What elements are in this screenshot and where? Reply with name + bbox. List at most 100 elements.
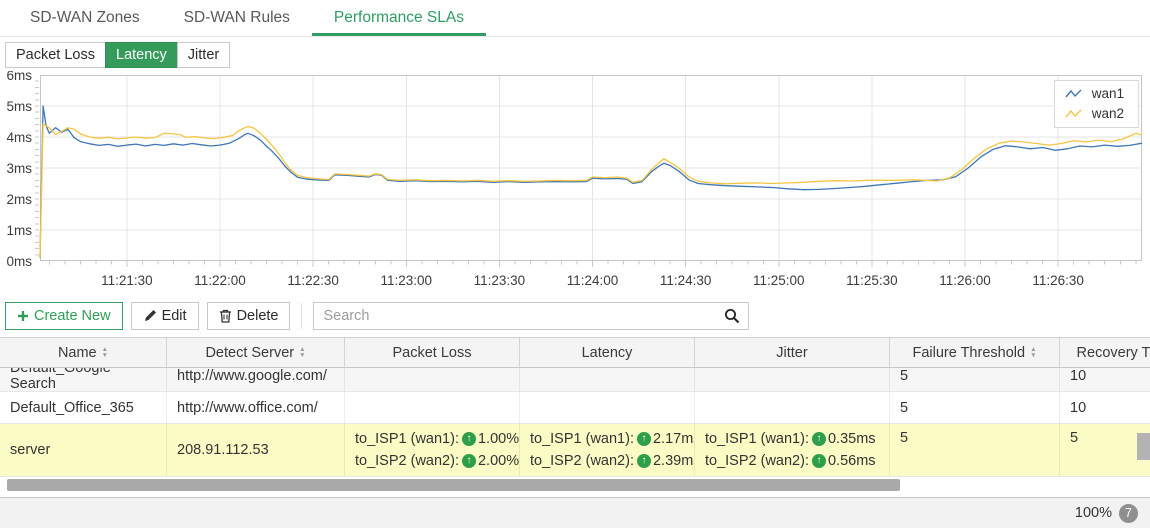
y-axis-label: 2ms xyxy=(6,192,32,207)
delete-label: Delete xyxy=(236,308,279,324)
table-row-default-office-365[interactable]: Default_Office_365 http://www.office.com… xyxy=(0,392,1150,424)
edit-button[interactable]: Edit xyxy=(130,302,199,330)
y-axis-label: 5ms xyxy=(6,99,32,114)
metric-tab-latency[interactable]: Latency xyxy=(105,42,178,68)
cell-packet-loss xyxy=(345,368,520,391)
column-header-jitter[interactable]: Jitter xyxy=(695,338,890,367)
edit-label: Edit xyxy=(161,308,187,324)
y-axis-label: 3ms xyxy=(6,161,32,176)
notification-badge[interactable]: 7 xyxy=(1119,503,1138,523)
plot-border xyxy=(40,75,1142,261)
legend-label-wan2: wan2 xyxy=(1091,106,1124,121)
cell-jitter xyxy=(695,392,890,423)
horizontal-scrollbar xyxy=(0,478,1150,492)
pencil-icon xyxy=(144,310,156,321)
column-label: Name xyxy=(57,344,97,361)
metric-tab-label: Latency xyxy=(116,47,167,63)
tab-sdwan-rules[interactable]: SD-WAN Rules xyxy=(162,0,312,36)
delete-button[interactable]: Delete xyxy=(206,302,291,330)
cell-name: Default_Office_365 xyxy=(0,392,167,423)
cell-jitter xyxy=(695,368,890,391)
metric-tab-label: Packet Loss xyxy=(16,47,95,63)
create-new-label: Create New xyxy=(34,308,111,324)
up-arrow-icon: ↑ xyxy=(811,432,826,446)
toolbar-divider xyxy=(301,303,303,329)
x-axis-label: 11:22:30 xyxy=(287,273,339,288)
wan1-line-icon xyxy=(1065,89,1082,97)
table-toolbar: Create New Edit Delete xyxy=(5,302,1150,330)
column-label: Detect Server xyxy=(205,344,295,361)
tab-sdwan-zones[interactable]: SD-WAN Zones xyxy=(8,0,162,36)
horizontal-scrollbar-thumb[interactable] xyxy=(7,479,900,491)
cell-detect-server: 208.91.112.53 xyxy=(167,424,345,476)
up-arrow-icon: ↑ xyxy=(636,454,651,468)
column-label: Recovery Threshold xyxy=(1076,344,1150,361)
tab-label: Performance SLAs xyxy=(333,9,464,26)
chart-legend: wan1 wan2 xyxy=(1053,80,1139,128)
x-axis-label: 11:24:00 xyxy=(567,273,619,288)
column-header-failure-threshold[interactable]: Failure Threshold ▲ ▼ xyxy=(890,338,1060,367)
cell-failure-threshold: 5 xyxy=(890,392,1060,423)
x-axis-label: 11:21:30 xyxy=(101,273,153,288)
sort-icon: ▲ ▼ xyxy=(101,346,109,359)
x-axis-label: 11:23:00 xyxy=(381,273,433,288)
cell-failure-threshold: 5 xyxy=(890,424,1060,476)
search-button[interactable] xyxy=(716,308,748,324)
column-header-detect-server[interactable]: Detect Server ▲ ▼ xyxy=(167,338,345,367)
legend-item-wan2[interactable]: wan2 xyxy=(1065,106,1124,121)
tab-performance-slas[interactable]: Performance SLAs xyxy=(312,0,486,36)
cell-name: Default_Google Search xyxy=(0,368,167,391)
x-axis-label: 11:24:30 xyxy=(660,273,712,288)
up-arrow-icon: ↑ xyxy=(811,454,826,468)
up-arrow-icon: ↑ xyxy=(461,432,476,446)
legend-item-wan1[interactable]: wan1 xyxy=(1065,86,1124,101)
tab-label: SD-WAN Rules xyxy=(183,9,290,26)
sort-icon: ▲ ▼ xyxy=(299,346,306,359)
column-header-latency[interactable]: Latency xyxy=(520,338,695,367)
create-new-button[interactable]: Create New xyxy=(5,302,123,330)
metric-tab-jitter[interactable]: Jitter xyxy=(176,42,231,68)
latency-chart-canvas: 0ms 1ms 2ms 3ms 4ms 5ms 6ms 11:21:30 11:22:00 11:… xyxy=(6,71,1143,288)
table-row-default-google-search[interactable]: Default_Google Search http://www.google.… xyxy=(0,368,1150,392)
metric-tab-packet-loss[interactable]: Packet Loss xyxy=(5,42,106,68)
x-axis-label: 11:25:00 xyxy=(753,273,805,288)
column-header-name[interactable]: Name ▲ ▼ xyxy=(0,338,167,367)
latency-chart: 0ms 1ms 2ms 3ms 4ms 5ms 6ms 11:21:30 11:22:00 11:… xyxy=(2,71,1148,293)
vertical-scrollbar-thumb[interactable] xyxy=(1137,433,1150,460)
column-label: Jitter xyxy=(776,344,808,361)
cell-detect-server: http://www.office.com/ xyxy=(167,392,345,423)
sort-icon: ▲ ▼ xyxy=(1030,346,1037,359)
sla-table: Name ▲ ▼ Detect Server ▲ ▼ Packet Loss Laten… xyxy=(0,337,1150,477)
metric-tab-label: Jitter xyxy=(187,47,220,63)
cell-recovery-threshold: 10 xyxy=(1060,392,1150,423)
y-axis-label: 1ms xyxy=(6,223,32,238)
sla-table-header: Name ▲ ▼ Detect Server ▲ ▼ Packet Loss Laten… xyxy=(0,337,1150,368)
cell-packet-loss: to_ISP1 (wan1): ↑ 1.00% to_ISP2 (wan2): ↑ 2.… xyxy=(345,424,520,476)
status-bar: 100% 7 xyxy=(0,497,1150,528)
cell-recovery-threshold: 10 xyxy=(1060,368,1150,391)
legend-label-wan1: wan1 xyxy=(1091,86,1124,101)
column-header-recovery-threshold[interactable]: Recovery Threshold▲▼ xyxy=(1060,338,1150,367)
wan2-line-icon xyxy=(1065,109,1082,117)
series-line-wan1 xyxy=(39,105,1143,258)
tab-label: SD-WAN Zones xyxy=(30,9,140,26)
cell-latency xyxy=(520,368,695,391)
cell-recovery-threshold: 5 xyxy=(1060,424,1150,476)
up-arrow-icon: ↑ xyxy=(461,454,476,468)
column-label: Packet Loss xyxy=(392,344,472,361)
y-axis-label: 0ms xyxy=(6,254,32,269)
column-label: Failure Threshold xyxy=(912,344,1026,361)
search-input[interactable] xyxy=(314,308,717,324)
column-label: Latency xyxy=(581,344,633,361)
metric-toggle-group: Packet Loss Latency Jitter xyxy=(5,42,1150,68)
cell-failure-threshold: 5 xyxy=(890,368,1060,391)
cell-latency xyxy=(520,392,695,423)
plus-icon xyxy=(18,311,28,321)
table-row-server-selected[interactable]: server 208.91.112.53 to_ISP1 (wan1): ↑ 1.0… xyxy=(0,424,1150,477)
x-axis-label: 11:23:30 xyxy=(474,273,526,288)
x-axis-label: 11:26:30 xyxy=(1032,273,1084,288)
cell-jitter: to_ISP1 (wan1): ↑ 0.35ms to_ISP2 (wan2): ↑ 0… xyxy=(695,424,890,476)
sla-table-body: Default_Google Search http://www.google.… xyxy=(0,368,1150,477)
cell-packet-loss xyxy=(345,392,520,423)
column-header-packet-loss[interactable]: Packet Loss xyxy=(345,338,520,367)
